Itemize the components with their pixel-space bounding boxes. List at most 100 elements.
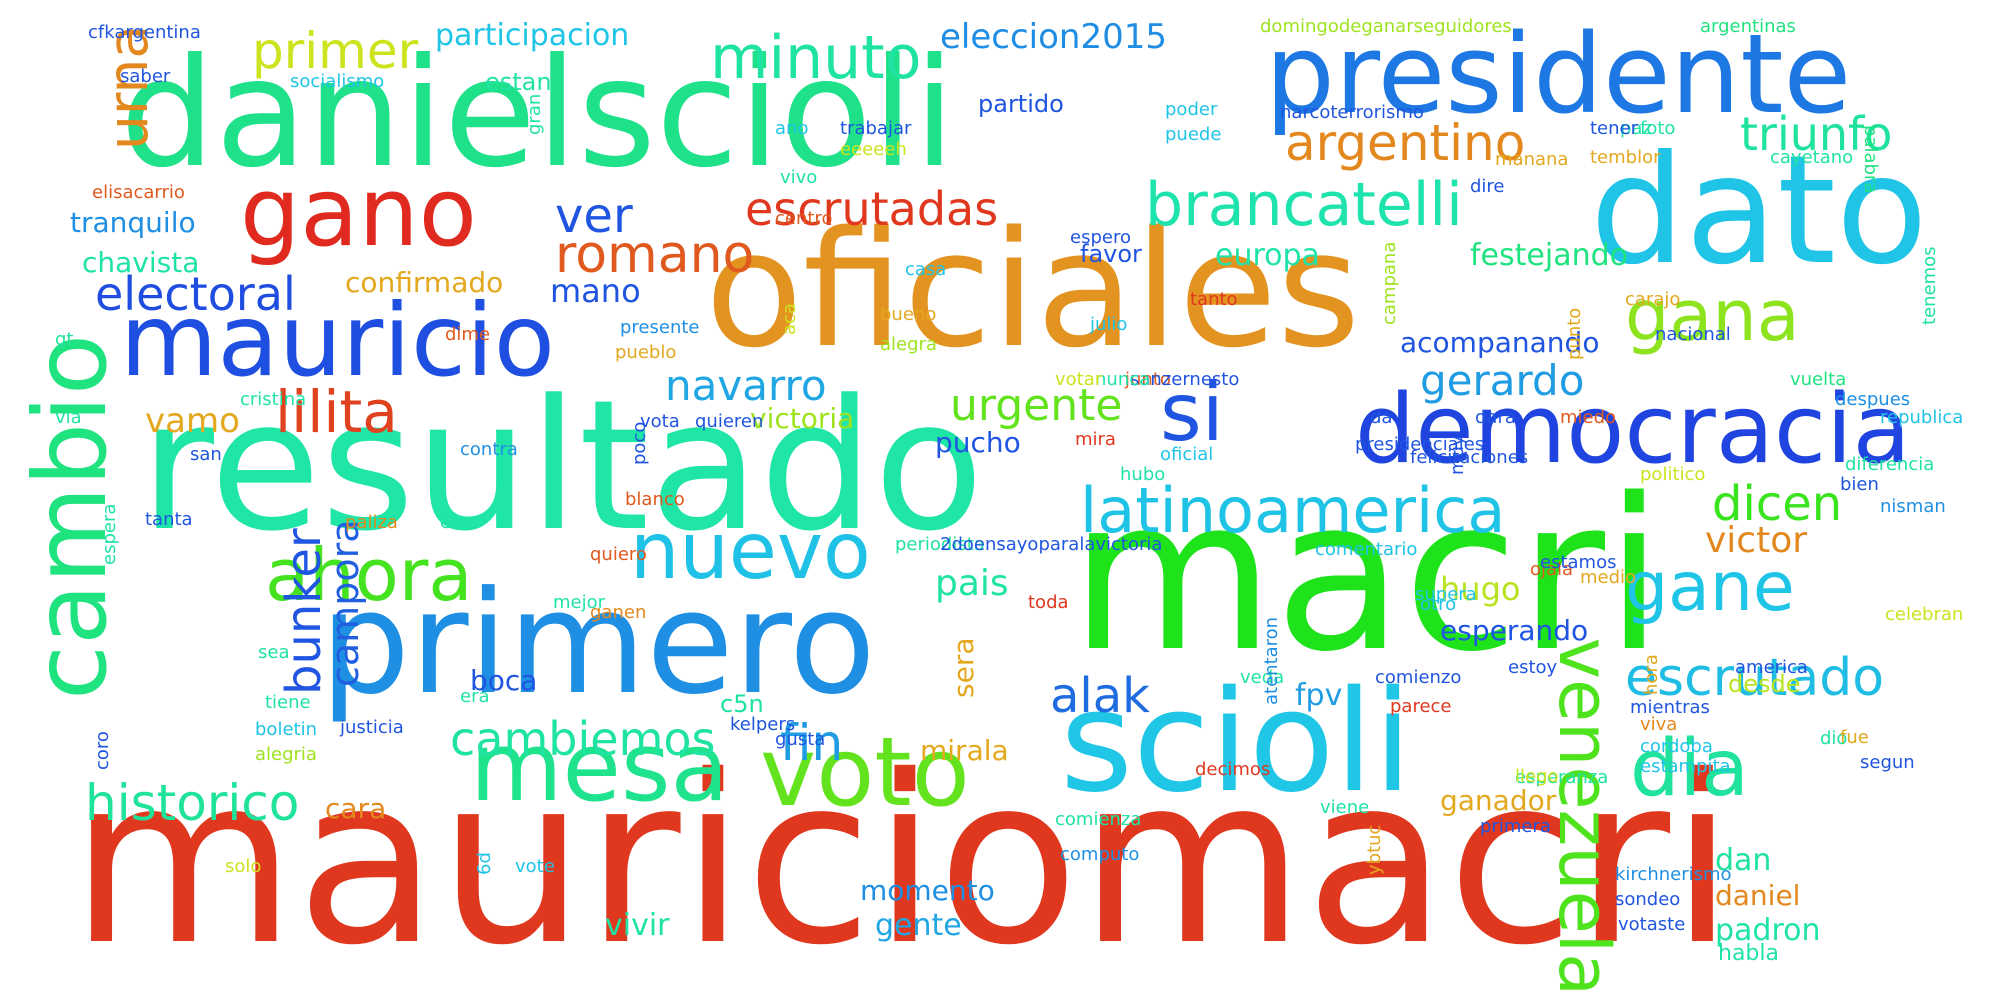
cloud-word: cayetano: [1770, 147, 1853, 168]
cloud-word: electoral: [95, 267, 296, 321]
cloud-word: ojala: [1530, 559, 1573, 580]
cloud-word: presente: [620, 317, 700, 338]
cloud-word: venezuela: [1543, 638, 1625, 996]
cloud-word: pais: [935, 563, 1009, 604]
cloud-word: gano: [240, 158, 477, 268]
cloud-word: vote: [515, 856, 555, 877]
cloud-word: cambiemos: [450, 712, 716, 766]
cloud-word: america: [1735, 657, 1808, 678]
cloud-word: voto: [760, 718, 970, 828]
cloud-word: primera: [1480, 816, 1551, 837]
cloud-word: oficiales: [705, 196, 1360, 383]
cloud-word: despues: [1835, 389, 1910, 410]
cloud-word: latinoamerica: [1080, 474, 1505, 547]
cloud-word: atentaron: [1261, 617, 1282, 705]
cloud-word: sera: [947, 638, 980, 698]
cloud-word: chavista: [82, 246, 199, 279]
cloud-word: narcoterrorismo: [1280, 102, 1424, 123]
cloud-word: kelpers: [730, 714, 795, 735]
cloud-word: historico: [85, 774, 299, 832]
cloud-word: viva: [1640, 714, 1677, 735]
cloud-word: comentario: [1315, 539, 1417, 560]
cloud-word: bunker: [276, 528, 332, 695]
cloud-word: esperanza: [1515, 767, 1608, 788]
cloud-word: poder: [1165, 99, 1218, 120]
cloud-word: escrutadas: [745, 182, 998, 236]
cloud-word: da: [1370, 407, 1392, 428]
cloud-word: nisman: [1880, 496, 1946, 517]
cloud-word: victoria: [750, 402, 854, 435]
cloud-word: 2doensayoparalavictoria: [940, 534, 1162, 555]
cloud-word: gusta: [775, 729, 825, 750]
cloud-word: alegria: [255, 744, 317, 765]
cloud-word: danielscioli: [120, 27, 955, 201]
cloud-word: mauriciomacri: [70, 726, 1735, 996]
cloud-word: urgente: [950, 380, 1122, 431]
cloud-word: nacional: [1655, 324, 1731, 345]
cloud-word: domingodeganarseguidores: [1260, 16, 1512, 37]
cloud-word: vuelta: [1790, 369, 1846, 390]
cloud-word: boca: [470, 664, 537, 697]
cloud-word: vota: [640, 411, 680, 432]
cloud-word: partido: [978, 90, 1064, 118]
cloud-word: ganador: [1440, 784, 1557, 817]
cloud-word: segun: [1860, 752, 1915, 773]
cloud-word: resultado: [140, 362, 984, 571]
cloud-word: quieren: [695, 411, 763, 432]
cloud-word: oficial: [1160, 444, 1213, 465]
cloud-word: mauricio: [120, 282, 555, 399]
cloud-word: mira: [1075, 429, 1116, 450]
cloud-word: cara: [325, 792, 386, 825]
cloud-word: contra: [460, 439, 518, 460]
cloud-word: sondeo: [1615, 889, 1680, 910]
cloud-word: medio: [1580, 567, 1636, 588]
cloud-word: urna: [96, 25, 160, 150]
cloud-word: mirala: [920, 734, 1009, 767]
cloud-word: dara: [1475, 407, 1516, 428]
cloud-word: gane: [1625, 548, 1795, 627]
cloud-word: participacion: [435, 18, 629, 53]
cloud-word: campana: [1379, 242, 1400, 325]
cloud-word: dio: [1820, 728, 1847, 749]
cloud-word: alak: [1050, 668, 1150, 724]
cloud-word: supera: [1415, 584, 1477, 605]
cloud-word: vivo: [780, 167, 817, 188]
cloud-word: victor: [1705, 520, 1807, 561]
cloud-word: pucho: [935, 426, 1021, 459]
cloud-word: europa: [1215, 238, 1320, 273]
cloud-word: primer: [252, 22, 419, 80]
cloud-word: cambio: [12, 334, 129, 700]
cloud-word: momento: [860, 874, 995, 907]
cloud-word: temblor: [1590, 147, 1661, 168]
cloud-word: dime: [445, 324, 490, 345]
cloud-word: muy: [1447, 435, 1468, 475]
cloud-word: cfkargentina: [88, 22, 201, 43]
cloud-word: eres: [440, 512, 479, 533]
cloud-word: via: [55, 407, 82, 428]
cloud-word: dicen: [1712, 476, 1842, 532]
cloud-word: otro: [1420, 594, 1456, 615]
cloud-word: sanzernesto: [1130, 369, 1239, 390]
cloud-word: politico: [1640, 464, 1705, 485]
cloud-word: escrutado: [1625, 648, 1884, 708]
cloud-word: ver: [555, 188, 633, 244]
cloud-word: casa: [905, 259, 946, 280]
cloud-word: carajo: [1625, 289, 1680, 310]
cloud-word: justicia: [339, 717, 404, 738]
cloud-word: paliza: [345, 512, 398, 533]
cloud-word: socialismo: [290, 71, 384, 92]
cloud-word: era: [460, 686, 490, 707]
cloud-word: estampita: [1640, 756, 1731, 777]
cloud-word: vivir: [605, 908, 670, 943]
cloud-word: votar: [1055, 369, 1103, 390]
cloud-word: puede: [1165, 124, 1221, 145]
cloud-word: estamos: [1540, 552, 1616, 573]
cloud-word: campora: [323, 520, 367, 687]
cloud-word: habla: [1718, 941, 1779, 966]
cloud-word: gana: [1625, 275, 1800, 357]
cloud-word: hora: [1641, 654, 1662, 695]
cloud-word: mejor: [553, 592, 606, 613]
cloud-word: c5n: [720, 690, 764, 718]
cloud-word: vamo: [145, 401, 240, 441]
cloud-word: san: [190, 444, 222, 465]
